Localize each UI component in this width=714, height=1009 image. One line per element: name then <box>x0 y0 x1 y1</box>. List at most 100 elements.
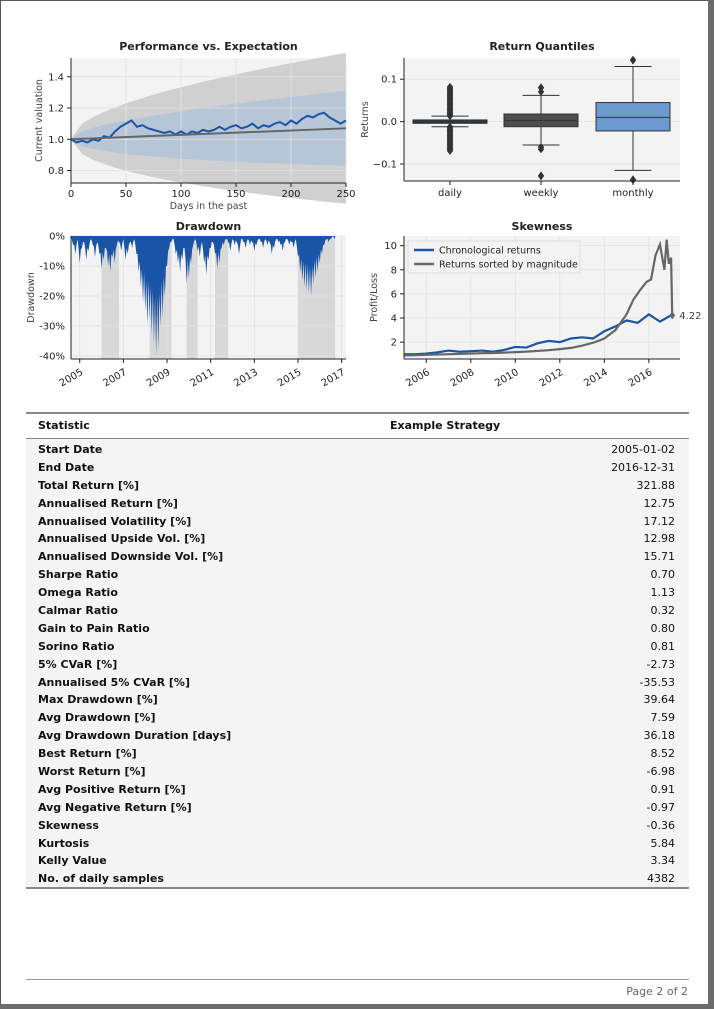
stat-value: 8.52 <box>650 747 676 761</box>
stat-value: 5.84 <box>650 836 676 850</box>
stat-label: Avg Positive Return [%] <box>38 782 186 796</box>
stat-value: 0.70 <box>650 568 676 582</box>
stat-label: Avg Drawdown Duration [days] <box>38 729 232 743</box>
table-row: Annualised Volatility [%] 17.12 <box>26 512 689 530</box>
stat-label: Gain to Pain Ratio <box>38 621 150 635</box>
stat-value: 0.32 <box>650 604 676 618</box>
page-number: Page 2 of 2 <box>626 985 688 998</box>
stat-value: 3.34 <box>650 854 676 868</box>
stat-value: -0.36 <box>646 818 675 832</box>
table-row: Total Return [%] 321.88 <box>26 476 689 494</box>
outlier <box>446 146 454 155</box>
stat-label: Kurtosis <box>38 836 90 850</box>
y-tick-label: -10% <box>39 262 65 273</box>
stat-value: 1.13 <box>650 586 676 600</box>
table-row: Max Drawdown [%] 39.64 <box>26 690 689 708</box>
x-axis-label: Days in the past <box>170 201 248 212</box>
table-row: Omega Ratio 1.13 <box>26 583 689 601</box>
footer-divider <box>26 979 689 980</box>
table-row: Start Date 2005-01-02 <box>26 440 689 458</box>
table-row: Sharpe Ratio 0.70 <box>26 565 689 583</box>
drawdown-period <box>101 236 120 359</box>
y-tick-label: 6 <box>391 289 397 300</box>
chart-title: Skewness <box>512 220 573 233</box>
outlier <box>537 171 545 181</box>
stat-value: 15.71 <box>643 550 676 564</box>
statistics-table-header: Statistic Example Strategy <box>26 412 689 439</box>
header-strategy: Example Strategy <box>390 419 501 432</box>
performance-line <box>70 111 347 144</box>
x-tick-label: 2015 <box>276 367 304 389</box>
x-tick-label: 100 <box>171 189 190 200</box>
table-row: Calmar Ratio 0.32 <box>26 601 689 619</box>
y-tick-label: -40% <box>39 352 65 363</box>
chronological-returns-line <box>404 313 672 356</box>
outlier <box>629 55 637 65</box>
stat-label: Annualised 5% CVaR [%] <box>38 675 190 689</box>
x-tick-label: 250 <box>336 189 355 200</box>
y-axis-label: Profit/Loss <box>369 273 380 322</box>
stat-value: 0.81 <box>650 639 676 653</box>
x-tick-label: monthly <box>612 188 653 199</box>
stat-label: Start Date <box>38 443 103 456</box>
x-tick-label: 2009 <box>145 367 173 389</box>
table-row: Best Return [%] 8.52 <box>26 744 689 762</box>
outlier <box>537 87 545 96</box>
stat-value: -35.53 <box>639 675 675 689</box>
y-tick-label: −0.1 <box>373 160 397 171</box>
stat-value: 321.88 <box>636 478 676 492</box>
chart-title: Drawdown <box>176 220 242 233</box>
y-tick-label: 0.8 <box>48 166 64 177</box>
y-axis-label: Current valuation <box>34 79 45 162</box>
stat-value: 2016-12-31 <box>611 460 675 474</box>
table-row: Annualised Downside Vol. [%] 15.71 <box>26 547 689 565</box>
stat-label: Avg Drawdown [%] <box>38 711 156 725</box>
table-row: Annualised Return [%] 12.75 <box>26 494 689 512</box>
x-tick-label: daily <box>438 188 462 199</box>
stat-label: Skewness <box>38 818 99 832</box>
table-row: Avg Positive Return [%] 0.91 <box>26 780 689 798</box>
x-tick-label: 50 <box>120 189 133 200</box>
stat-label: Annualised Downside Vol. [%] <box>38 550 224 564</box>
stat-label: Kelly Value <box>38 854 107 868</box>
stat-label: End Date <box>38 460 95 474</box>
y-axis-label: Returns <box>360 101 371 138</box>
header-statistic: Statistic <box>38 419 90 432</box>
stat-value: 4382 <box>647 872 675 886</box>
chart-title: Return Quantiles <box>489 40 595 53</box>
table-row: 5% CVaR [%] -2.73 <box>26 655 689 673</box>
stat-value: 17.12 <box>643 514 676 528</box>
stat-value: 0.80 <box>650 621 676 635</box>
stat-label: 5% CVaR [%] <box>38 657 118 671</box>
stat-label: Best Return [%] <box>38 747 137 761</box>
stat-label: Omega Ratio <box>38 586 118 600</box>
x-tick-label: 2017 <box>320 367 348 389</box>
legend-label: Returns sorted by magnitude <box>439 260 578 271</box>
x-tick-label: 2016 <box>627 367 655 389</box>
table-row: No. of daily samples 4382 <box>26 869 689 887</box>
statistics-table: Statistic Example Strategy Start Date 200… <box>26 412 689 890</box>
x-tick-label: 2012 <box>538 367 566 389</box>
expectation-line <box>70 127 347 141</box>
x-tick-label: 2008 <box>449 367 477 389</box>
end-value-label: 4.22 <box>679 311 701 322</box>
stat-value: 12.75 <box>643 496 676 510</box>
stat-value: -6.98 <box>646 765 675 779</box>
inner-cone <box>71 90 346 166</box>
y-tick-label: 0.0 <box>381 117 397 128</box>
table-row: Avg Negative Return [%] -0.97 <box>26 798 689 816</box>
y-tick-label: 1.4 <box>48 72 64 83</box>
stat-value: 12.98 <box>643 532 676 546</box>
box <box>595 102 671 132</box>
stat-label: Annualised Volatility [%] <box>38 514 192 528</box>
table-row: Avg Drawdown [%] 7.59 <box>26 708 689 726</box>
page-shadow-bottom <box>0 1004 714 1009</box>
stat-label: Calmar Ratio <box>38 604 118 618</box>
table-row: Annualised 5% CVaR [%] -35.53 <box>26 673 689 691</box>
page-shadow-right <box>708 0 714 1009</box>
table-row: Kurtosis 5.84 <box>26 834 689 852</box>
y-tick-label: 8 <box>391 265 397 276</box>
legend-box <box>407 240 581 274</box>
outlier <box>629 175 637 185</box>
stat-label: Max Drawdown [%] <box>38 693 158 707</box>
